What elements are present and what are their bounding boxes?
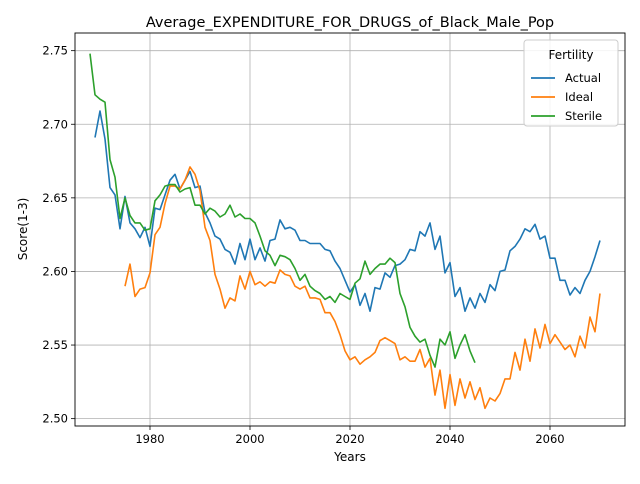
x-tick-label: 2000	[235, 432, 264, 446]
x-axis-label: Years	[333, 450, 366, 464]
legend-label-actual: Actual	[565, 71, 601, 85]
x-tick-label: 1980	[135, 432, 164, 446]
legend-label-sterile: Sterile	[565, 109, 602, 123]
y-tick-label: 2.65	[42, 191, 68, 205]
chart-title: Average_EXPENDITURE_FOR_DRUGS_of_Black_M…	[146, 15, 554, 31]
y-tick-label: 2.60	[42, 264, 68, 278]
y-tick-label: 2.55	[42, 338, 68, 352]
x-tick-label: 2040	[435, 432, 464, 446]
legend: Fertility Actual Ideal Sterile	[524, 40, 618, 126]
x-tick-label: 2020	[335, 432, 364, 446]
y-tick-label: 2.70	[42, 117, 68, 131]
legend-title: Fertility	[548, 48, 593, 62]
y-tick-label: 2.50	[42, 412, 68, 426]
y-axis-label: Score(1-3)	[16, 198, 30, 261]
x-tick-label: 2060	[535, 432, 564, 446]
y-tick-label: 2.75	[42, 44, 68, 58]
legend-label-ideal: Ideal	[565, 90, 593, 104]
